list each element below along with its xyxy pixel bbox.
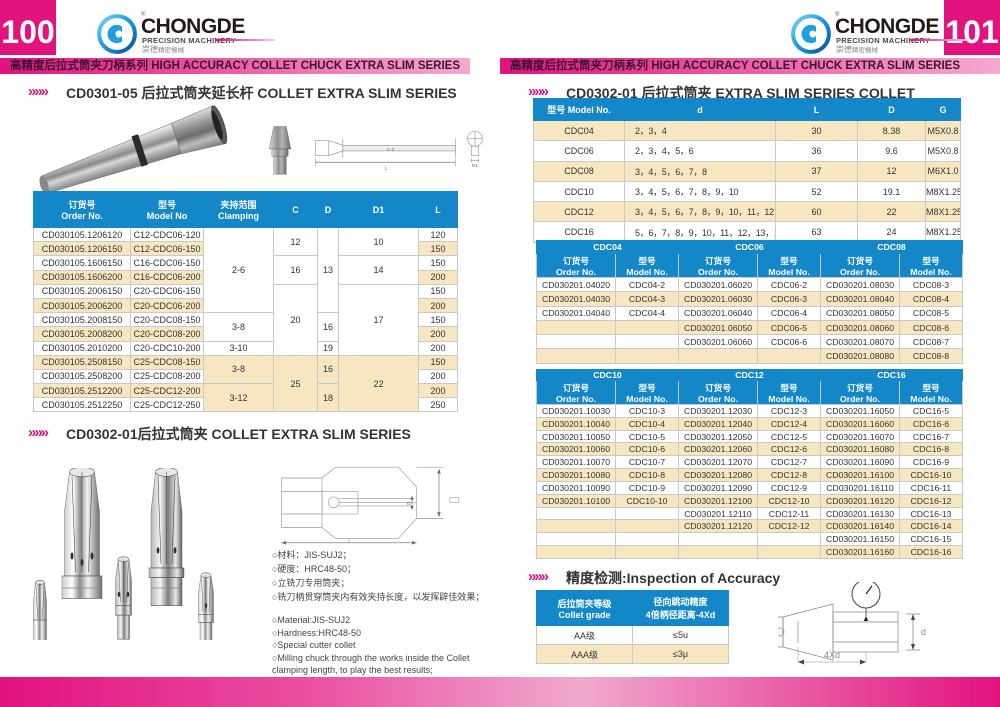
svg-text:4Xd: 4Xd: [824, 650, 840, 660]
svg-text:d: d: [407, 501, 410, 507]
svg-text:d: d: [921, 627, 926, 637]
svg-text:L: L: [385, 166, 388, 171]
svg-text:D1: D1: [472, 163, 478, 168]
svg-text:C-2: C-2: [387, 147, 395, 152]
svg-text:l: l: [348, 539, 349, 545]
